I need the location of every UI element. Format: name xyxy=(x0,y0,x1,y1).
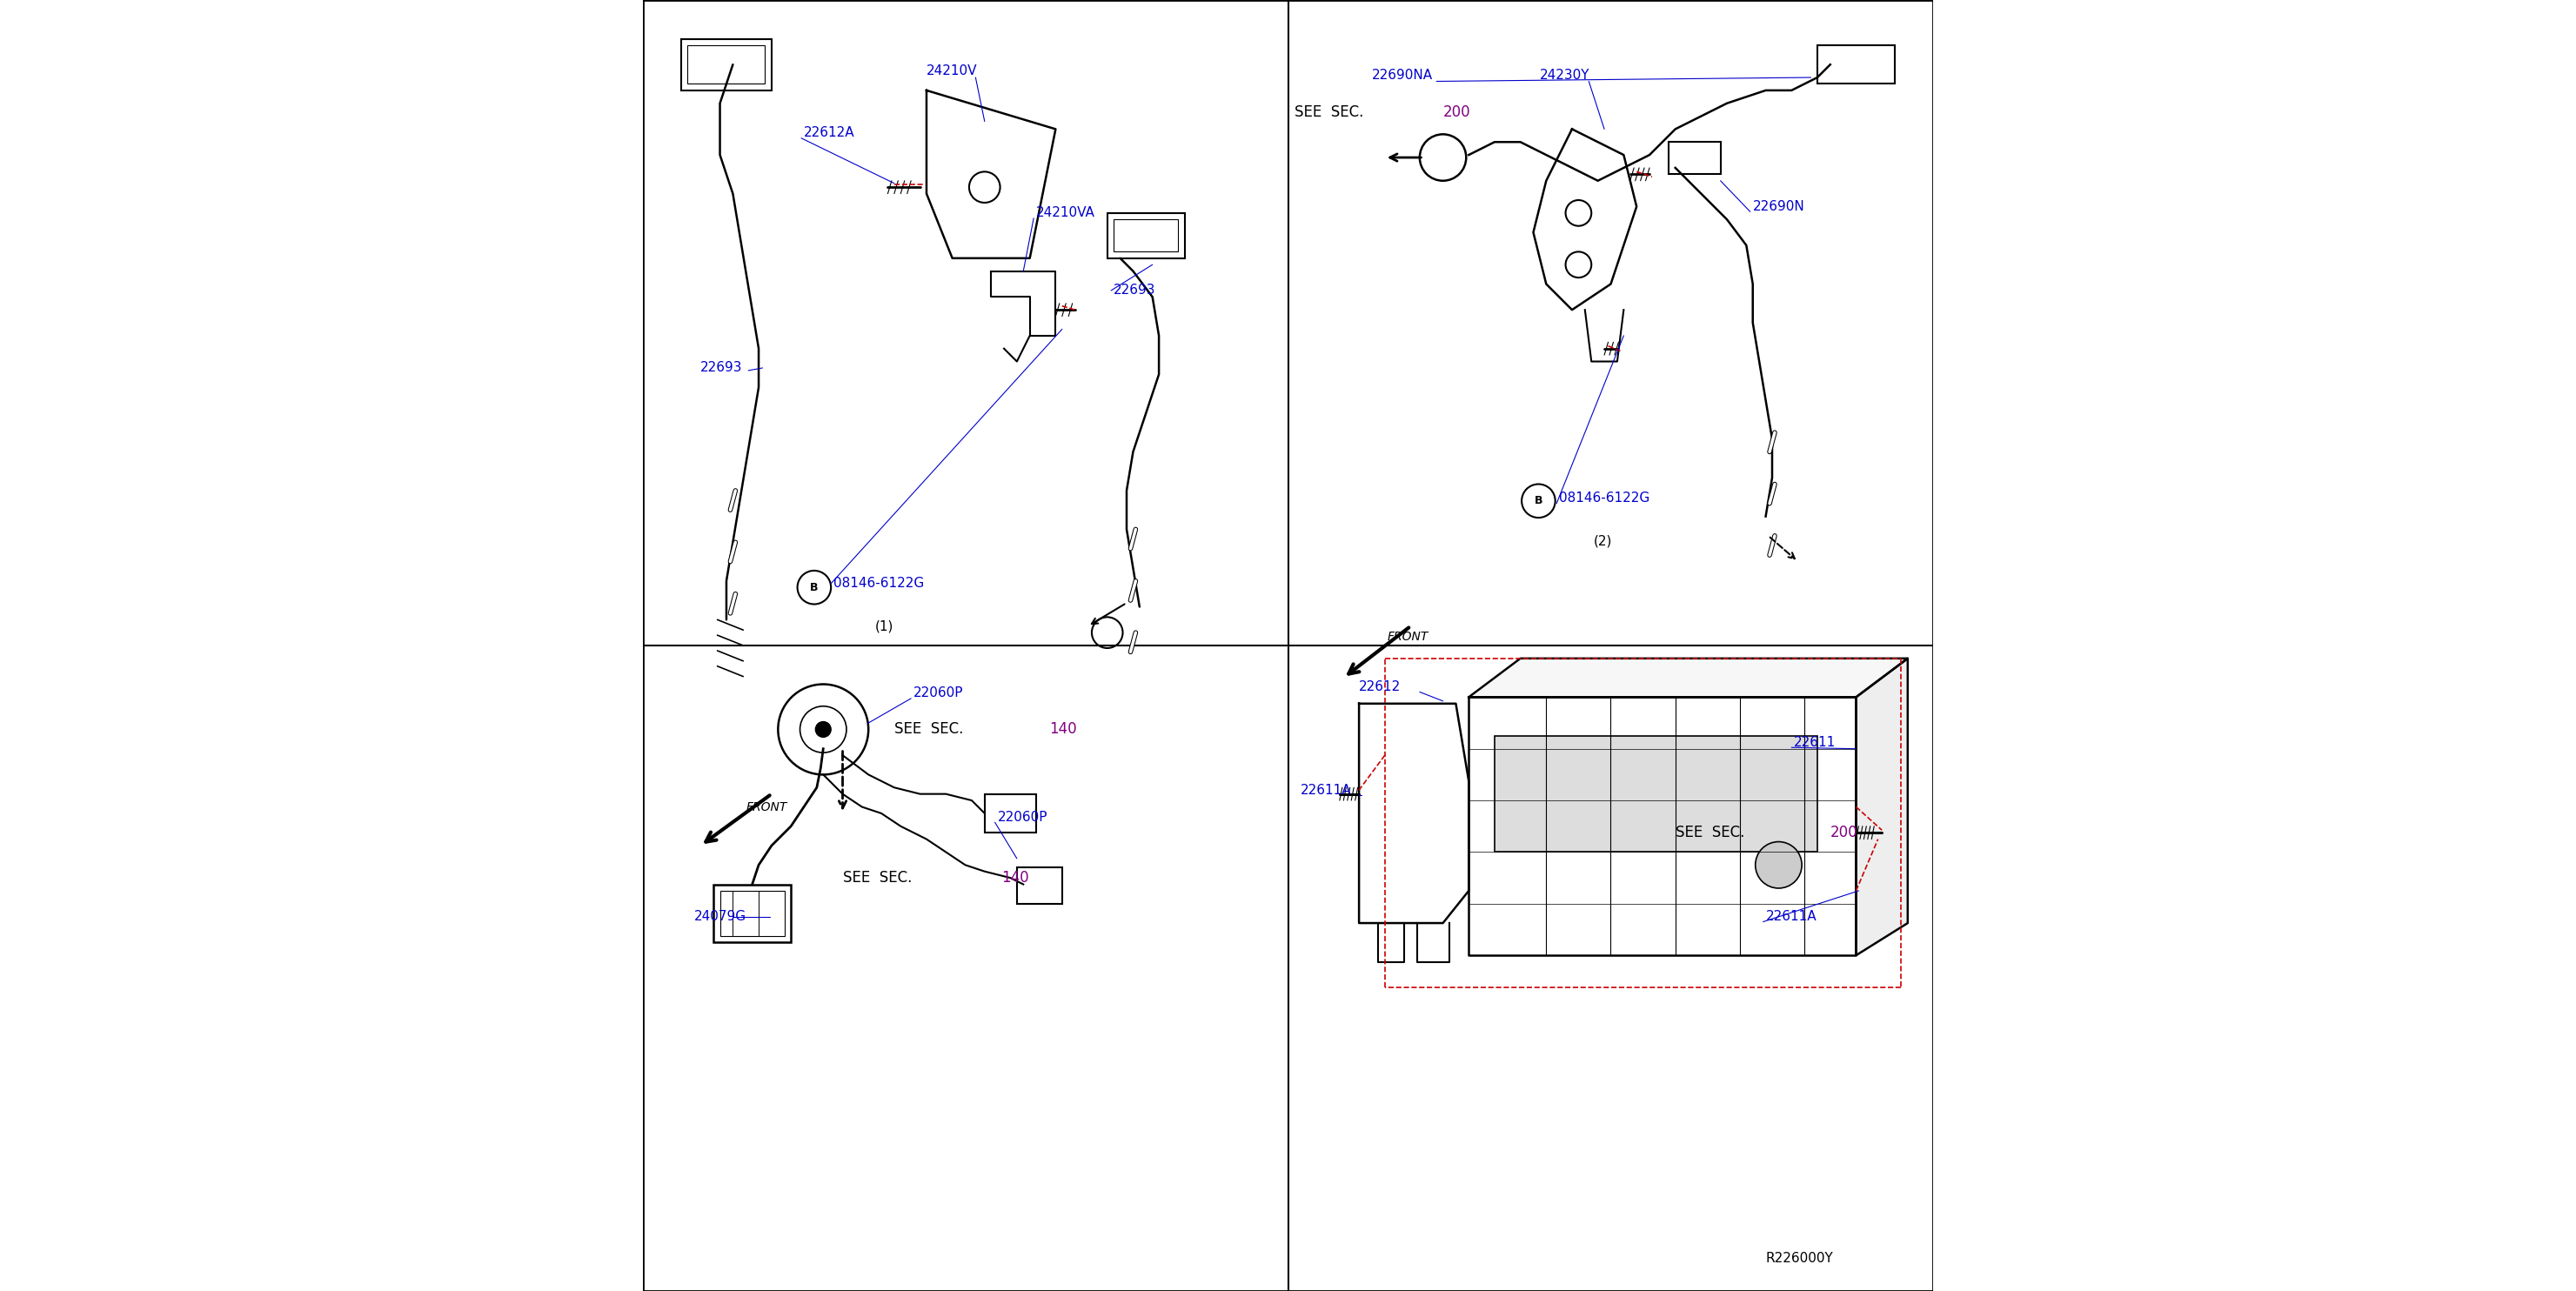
Circle shape xyxy=(1754,842,1801,888)
Bar xyxy=(1108,213,1185,258)
Text: 24230Y: 24230Y xyxy=(1540,68,1589,81)
Text: 22611A: 22611A xyxy=(1765,910,1816,923)
Text: 22693: 22693 xyxy=(1113,284,1157,297)
Text: 24210V: 24210V xyxy=(927,65,976,77)
Text: R226000Y: R226000Y xyxy=(1765,1252,1834,1265)
Text: 22611: 22611 xyxy=(1793,736,1837,749)
Bar xyxy=(714,884,791,942)
Bar xyxy=(1494,736,1816,852)
Circle shape xyxy=(817,722,832,737)
Text: 22693: 22693 xyxy=(701,361,742,374)
Text: B: B xyxy=(1535,496,1543,506)
Bar xyxy=(1018,868,1061,904)
Text: FRONT: FRONT xyxy=(747,800,788,813)
Text: 22690N: 22690N xyxy=(1752,200,1806,213)
Text: FRONT: FRONT xyxy=(1388,630,1430,643)
Bar xyxy=(984,794,1036,833)
Text: B: B xyxy=(809,582,819,593)
Bar xyxy=(1113,219,1177,252)
Text: 22611A: 22611A xyxy=(1301,784,1352,797)
Text: 22060P: 22060P xyxy=(997,811,1048,824)
Text: SEE  SEC.: SEE SEC. xyxy=(894,722,963,737)
Text: 08146-6122G: 08146-6122G xyxy=(1558,492,1649,505)
Text: (1): (1) xyxy=(876,620,894,633)
Polygon shape xyxy=(1857,658,1909,955)
Text: SEE  SEC.: SEE SEC. xyxy=(1674,825,1744,840)
Text: 22060P: 22060P xyxy=(914,687,963,700)
Text: 08146-6122G: 08146-6122G xyxy=(835,577,925,590)
Text: 140: 140 xyxy=(1002,870,1028,886)
Text: 22612: 22612 xyxy=(1360,680,1401,693)
Text: 22612A: 22612A xyxy=(804,127,855,139)
Bar xyxy=(1816,45,1896,84)
Text: 140: 140 xyxy=(1048,722,1077,737)
Polygon shape xyxy=(1468,658,1909,697)
Text: 200: 200 xyxy=(1443,105,1471,120)
Text: 22690NA: 22690NA xyxy=(1373,68,1432,81)
Text: SEE  SEC.: SEE SEC. xyxy=(842,870,912,886)
Text: 24210VA: 24210VA xyxy=(1036,207,1095,219)
Text: (2): (2) xyxy=(1595,534,1613,547)
Bar xyxy=(1669,142,1721,174)
Text: 24079G: 24079G xyxy=(693,910,747,923)
Text: SEE  SEC.: SEE SEC. xyxy=(1296,105,1363,120)
Text: 200: 200 xyxy=(1829,825,1857,840)
Bar xyxy=(719,891,786,936)
Bar xyxy=(680,39,773,90)
Bar xyxy=(688,45,765,84)
